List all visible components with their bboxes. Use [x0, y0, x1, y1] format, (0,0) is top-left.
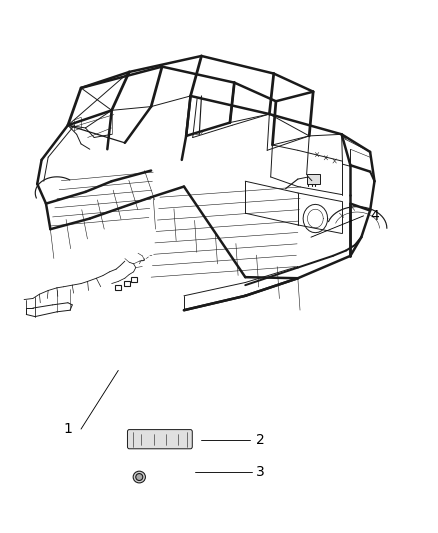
Text: 3: 3 — [256, 465, 265, 479]
Ellipse shape — [136, 474, 143, 481]
Bar — [115, 285, 121, 290]
Bar — [124, 281, 130, 286]
FancyBboxPatch shape — [127, 430, 192, 449]
Text: 1: 1 — [64, 422, 72, 436]
Text: 2: 2 — [256, 433, 265, 447]
Ellipse shape — [133, 471, 145, 483]
Bar — [307, 174, 320, 184]
Text: 4: 4 — [370, 209, 379, 223]
Bar — [131, 277, 137, 282]
